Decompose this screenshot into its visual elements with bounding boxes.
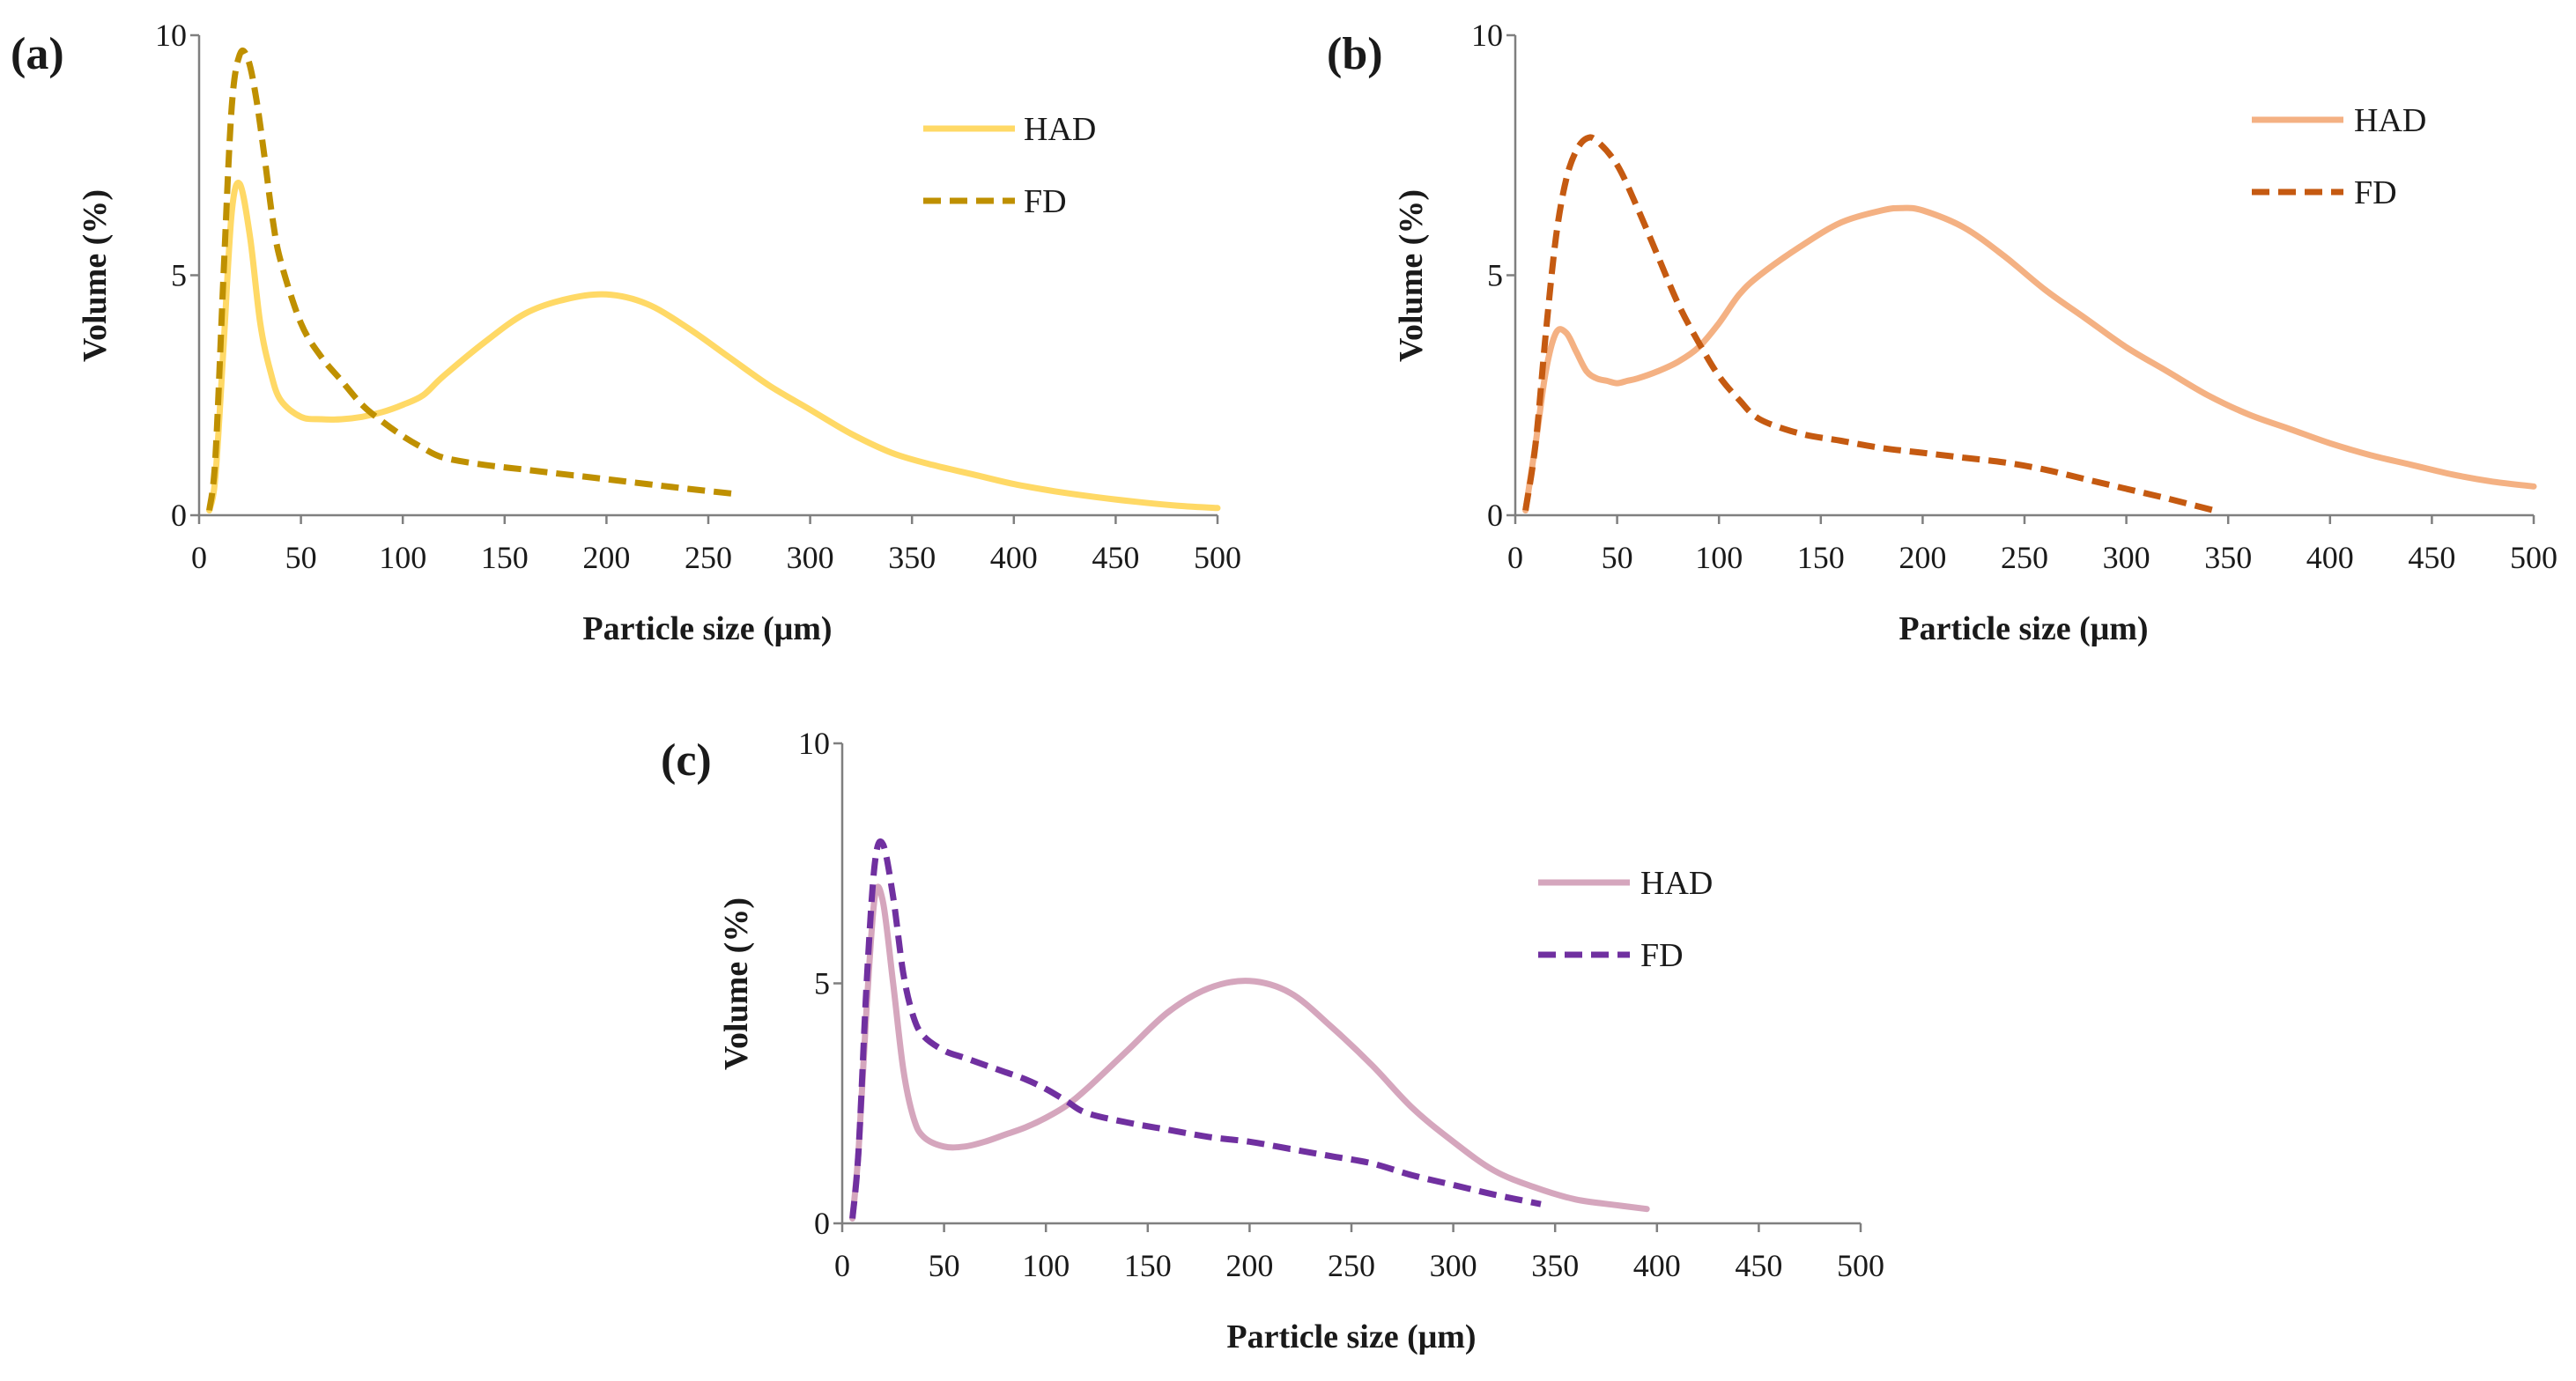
x-tick-label: 500: [1837, 1248, 1884, 1283]
panel-b-series: [1522, 134, 2537, 513]
x-tick-label: 250: [1328, 1248, 1375, 1283]
panel-b-y-axis-title: Volume (%): [1393, 189, 1430, 362]
x-tick-label: 150: [1124, 1248, 1172, 1283]
x-tick-label: 300: [2103, 540, 2150, 575]
x-tick-label: 450: [2408, 540, 2455, 575]
x-tick-label: 350: [1531, 1248, 1579, 1283]
x-tick-label: 100: [1022, 1248, 1070, 1283]
panel-b-label: (b): [1327, 29, 1383, 79]
series-line-fd: [206, 47, 734, 511]
panel-c-y-axis-title: Volume (%): [718, 897, 755, 1070]
x-tick-label: 200: [582, 540, 630, 575]
x-tick-label: 150: [481, 540, 529, 575]
x-tick-label: 100: [379, 540, 426, 575]
panel-b: (b) Volume (%) Particle size (μm) 0 50 100…: [1327, 18, 2557, 647]
x-tick-label: 0: [191, 540, 207, 575]
series-line-fd: [849, 838, 1542, 1219]
panel-a-series: [206, 47, 1221, 513]
x-tick-label: 50: [929, 1248, 960, 1283]
x-tick-label: 300: [1430, 1248, 1477, 1283]
y-tick-label: 10: [798, 726, 830, 761]
y-tick-label: 5: [814, 966, 830, 1001]
y-tick-label: 10: [155, 18, 187, 53]
panel-c-label: (c): [661, 735, 712, 786]
x-tick-label: 400: [2306, 540, 2354, 575]
x-tick-label: 200: [1899, 540, 1946, 575]
panel-c-x-axis-title: Particle size (μm): [1226, 1318, 1476, 1355]
panel-a-label: (a): [11, 29, 64, 79]
panel-b-axes: 0 50 100 150 200 250 300 350 400 450 500 0 5 10: [1471, 18, 2557, 575]
x-tick-label: 400: [990, 540, 1038, 575]
x-tick-label: 250: [2001, 540, 2048, 575]
x-tick-label: 0: [834, 1248, 850, 1283]
x-tick-label: 500: [2510, 540, 2557, 575]
x-tick-label: 100: [1695, 540, 1743, 575]
x-tick-label: 150: [1797, 540, 1845, 575]
x-tick-label: 0: [1507, 540, 1523, 575]
panel-c-legend: HAD FD: [1538, 865, 1713, 974]
x-tick-label: 350: [2204, 540, 2252, 575]
x-tick-label: 450: [1735, 1248, 1782, 1283]
panel-a-x-axis-title: Particle size (μm): [582, 610, 832, 647]
y-tick-label: 0: [171, 498, 187, 533]
panel-a-legend: HAD FD: [923, 111, 1096, 220]
y-tick-label: 5: [1487, 258, 1503, 293]
panel-a: (a) Volume (%) Particle size (μm) 0 50 100…: [11, 18, 1241, 647]
panel-b-x-axis-title: Particle size (μm): [1899, 610, 2148, 647]
y-tick-label: 0: [814, 1206, 830, 1241]
y-tick-label: 0: [1487, 498, 1503, 533]
panel-a-axes: 0 50 100 150 200 250 300 350 400 450 500 0 5 10: [155, 18, 1241, 575]
legend-label-had: HAD: [1640, 865, 1713, 902]
x-tick-label: 50: [285, 540, 317, 575]
series-line-had: [1522, 204, 2537, 513]
x-tick-label: 300: [787, 540, 834, 575]
series-line-had: [849, 883, 1650, 1222]
series-line-had: [206, 180, 1221, 513]
x-tick-label: 350: [888, 540, 936, 575]
x-tick-label: 200: [1225, 1248, 1273, 1283]
panel-c-series: [849, 838, 1650, 1222]
legend-label-fd: FD: [2354, 174, 2397, 211]
legend-label-fd: FD: [1024, 183, 1067, 220]
legend-label-had: HAD: [2354, 102, 2426, 139]
x-tick-label: 450: [1092, 540, 1139, 575]
panel-a-y-axis-title: Volume (%): [77, 189, 114, 362]
legend-label-fd: FD: [1640, 937, 1684, 974]
x-tick-label: 400: [1633, 1248, 1681, 1283]
panel-b-legend: HAD FD: [2252, 102, 2426, 211]
x-tick-label: 250: [685, 540, 732, 575]
x-tick-label: 50: [1602, 540, 1633, 575]
y-tick-label: 10: [1471, 18, 1503, 53]
panel-c: (c) Volume (%) Particle size (μm) 0 50 100…: [661, 726, 1884, 1355]
x-tick-label: 500: [1194, 540, 1241, 575]
series-line-fd: [1522, 134, 2215, 513]
y-tick-label: 5: [171, 258, 187, 293]
panel-c-axes: 0 50 100 150 200 250 300 350 400 450 500 0 5 10: [798, 726, 1884, 1283]
legend-label-had: HAD: [1024, 111, 1096, 148]
